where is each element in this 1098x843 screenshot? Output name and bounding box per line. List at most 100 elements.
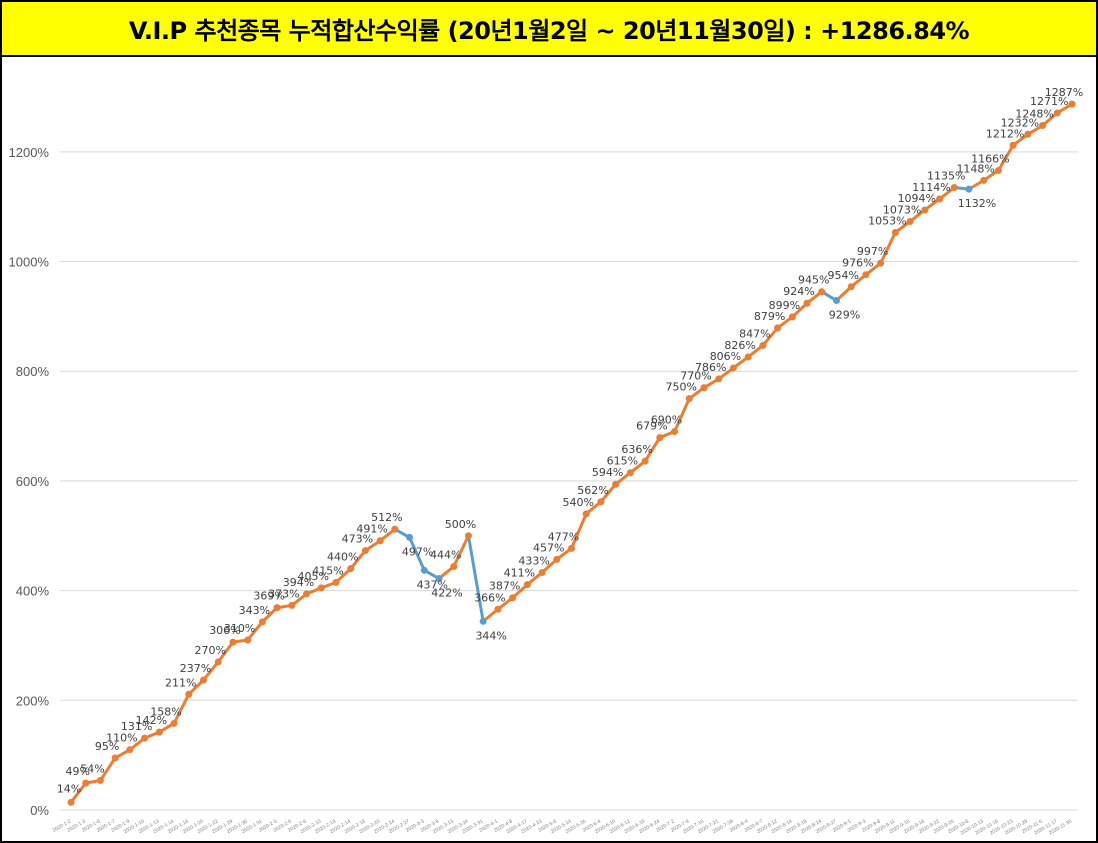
data-point: [126, 746, 134, 754]
data-point: [538, 569, 546, 577]
data-label: 847%: [739, 327, 770, 340]
data-label: 945%: [798, 274, 829, 287]
data-point: [435, 575, 443, 583]
data-label: 497%: [402, 545, 433, 558]
line-segment: [201, 660, 220, 682]
data-label: 437%: [417, 578, 448, 591]
data-label: 1248%: [1015, 108, 1053, 121]
y-tick-label: 600%: [16, 474, 50, 489]
data-label: 415%: [312, 564, 343, 577]
data-point: [1053, 109, 1061, 117]
data-label: 1053%: [868, 214, 906, 227]
data-point: [656, 434, 664, 442]
data-label: 1094%: [898, 192, 936, 205]
data-label: 306%: [209, 624, 240, 637]
data-point: [96, 776, 104, 784]
data-point: [729, 364, 737, 372]
data-label: 405%: [298, 570, 329, 583]
data-point: [877, 259, 885, 267]
data-label: 343%: [239, 604, 270, 617]
data-point: [774, 324, 782, 332]
data-point: [950, 183, 958, 191]
data-label: 310%: [224, 622, 255, 635]
line-segment: [570, 512, 588, 550]
y-tick-label: 400%: [16, 584, 50, 599]
data-label: 369%: [253, 590, 284, 603]
data-point: [612, 480, 620, 488]
line-segment: [996, 143, 1015, 172]
data-point: [568, 544, 575, 552]
chart-title: V.I.P 추천종목 누적합산수익률 (20년1월2일 ~ 20년11월30일)…: [128, 17, 970, 45]
data-point: [685, 395, 693, 403]
data-label: 770%: [680, 370, 711, 383]
data-label: 954%: [827, 269, 858, 282]
data-label: 158%: [150, 705, 181, 718]
data-point: [258, 618, 266, 626]
data-point: [244, 636, 252, 644]
line-segment: [69, 781, 88, 804]
data-point: [891, 228, 899, 236]
data-label: 422%: [431, 587, 462, 600]
data-point: [759, 341, 767, 349]
y-tick-label: 0%: [30, 803, 49, 818]
data-label: 1232%: [1001, 116, 1039, 129]
line-segment: [246, 620, 264, 642]
data-point: [479, 617, 487, 625]
gridlines: [60, 151, 1078, 811]
data-point: [464, 532, 472, 540]
data-point: [626, 469, 634, 477]
data-point: [832, 296, 840, 304]
data-point: [1009, 141, 1017, 149]
data-label: 976%: [842, 257, 873, 270]
data-point: [921, 206, 929, 214]
data-point: [582, 510, 590, 518]
line-segment: [599, 482, 618, 504]
data-label: 444%: [430, 548, 461, 561]
data-point: [1039, 122, 1047, 130]
data-label: 786%: [695, 361, 726, 374]
y-tick-label: 800%: [16, 364, 50, 379]
data-label: 512%: [371, 511, 402, 524]
data-label: 1271%: [1030, 95, 1068, 108]
data-point: [199, 676, 207, 684]
line-segment: [452, 534, 470, 568]
line-segment: [879, 230, 897, 265]
data-label: 690%: [651, 414, 682, 427]
data-label: 899%: [769, 299, 800, 312]
data-label: 1132%: [958, 197, 996, 210]
data-label: 924%: [783, 285, 814, 298]
data-label: 491%: [356, 523, 387, 536]
y-tick-label: 1000%: [9, 255, 50, 270]
line-segment: [466, 534, 485, 623]
data-point: [67, 798, 75, 806]
line-segment: [761, 326, 780, 347]
title-banner: V.I.P 추천종목 누적합산수익률 (20년1월2일 ~ 20년11월30일)…: [2, 2, 1096, 57]
y-axis: 0% 200% 400% 600% 800% 1000% 1200%: [9, 145, 50, 818]
data-label: 750%: [666, 381, 697, 394]
data-point: [214, 658, 222, 666]
data-point: [155, 728, 163, 736]
data-label: 615%: [607, 455, 638, 468]
data-point: [185, 690, 193, 698]
data-point: [494, 605, 502, 613]
data-point: [700, 384, 708, 392]
data-label: 95%: [95, 740, 119, 753]
data-point: [818, 288, 826, 296]
data-point: [862, 271, 870, 279]
cumulative-return-line-chart: 0% 200% 400% 600% 800% 1000% 1200% 2020-1-2202…: [9, 86, 1084, 836]
data-label: 344%: [475, 629, 506, 642]
line-segment: [673, 397, 691, 434]
line-segment: [349, 549, 367, 571]
data-point: [111, 754, 119, 762]
data-label: 110%: [106, 732, 137, 745]
line-segment: [216, 640, 235, 664]
data-point: [671, 428, 679, 436]
data-point: [965, 185, 973, 193]
data-labels: 14% 49%54% 95%110%131%142%158% 211%237% 270%…: [57, 86, 1083, 795]
data-point: [229, 638, 237, 646]
data-label: 14%: [57, 782, 81, 795]
data-label: 433%: [518, 555, 549, 568]
data-label: 142%: [136, 714, 167, 727]
series-markers: [67, 100, 1076, 806]
data-point: [82, 779, 90, 787]
